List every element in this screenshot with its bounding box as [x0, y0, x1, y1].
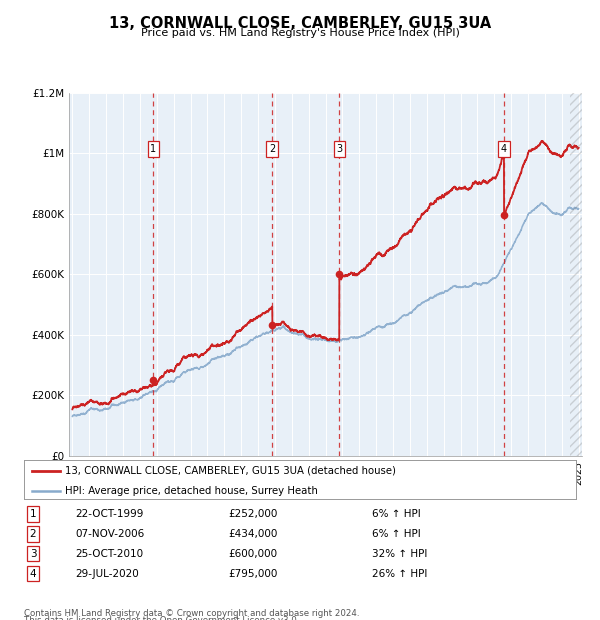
Text: £795,000: £795,000 [228, 569, 277, 578]
Text: 13, CORNWALL CLOSE, CAMBERLEY, GU15 3UA: 13, CORNWALL CLOSE, CAMBERLEY, GU15 3UA [109, 16, 491, 30]
Text: Contains HM Land Registry data © Crown copyright and database right 2024.: Contains HM Land Registry data © Crown c… [24, 609, 359, 618]
Text: 3: 3 [336, 144, 343, 154]
Text: 13, CORNWALL CLOSE, CAMBERLEY, GU15 3UA (detached house): 13, CORNWALL CLOSE, CAMBERLEY, GU15 3UA … [65, 466, 397, 476]
Text: £252,000: £252,000 [228, 509, 277, 519]
Text: £434,000: £434,000 [228, 529, 277, 539]
Text: 22-OCT-1999: 22-OCT-1999 [75, 509, 143, 519]
Text: This data is licensed under the Open Government Licence v3.0.: This data is licensed under the Open Gov… [24, 616, 299, 620]
Bar [570, 93, 584, 456]
Text: 2: 2 [29, 529, 37, 539]
Text: Price paid vs. HM Land Registry's House Price Index (HPI): Price paid vs. HM Land Registry's House … [140, 28, 460, 38]
Text: 26% ↑ HPI: 26% ↑ HPI [372, 569, 427, 578]
Text: 29-JUL-2020: 29-JUL-2020 [75, 569, 139, 578]
Text: 32% ↑ HPI: 32% ↑ HPI [372, 549, 427, 559]
Text: 1: 1 [29, 509, 37, 519]
Text: 4: 4 [501, 144, 507, 154]
Text: 07-NOV-2006: 07-NOV-2006 [75, 529, 144, 539]
Text: 3: 3 [29, 549, 37, 559]
Bar [570, 93, 584, 456]
Text: 1: 1 [151, 144, 157, 154]
Text: 25-OCT-2010: 25-OCT-2010 [75, 549, 143, 559]
Text: 4: 4 [29, 569, 37, 578]
Text: 2: 2 [269, 144, 275, 154]
Text: HPI: Average price, detached house, Surrey Heath: HPI: Average price, detached house, Surr… [65, 485, 318, 495]
Text: 6% ↑ HPI: 6% ↑ HPI [372, 529, 421, 539]
Text: £600,000: £600,000 [228, 549, 277, 559]
Text: 6% ↑ HPI: 6% ↑ HPI [372, 509, 421, 519]
